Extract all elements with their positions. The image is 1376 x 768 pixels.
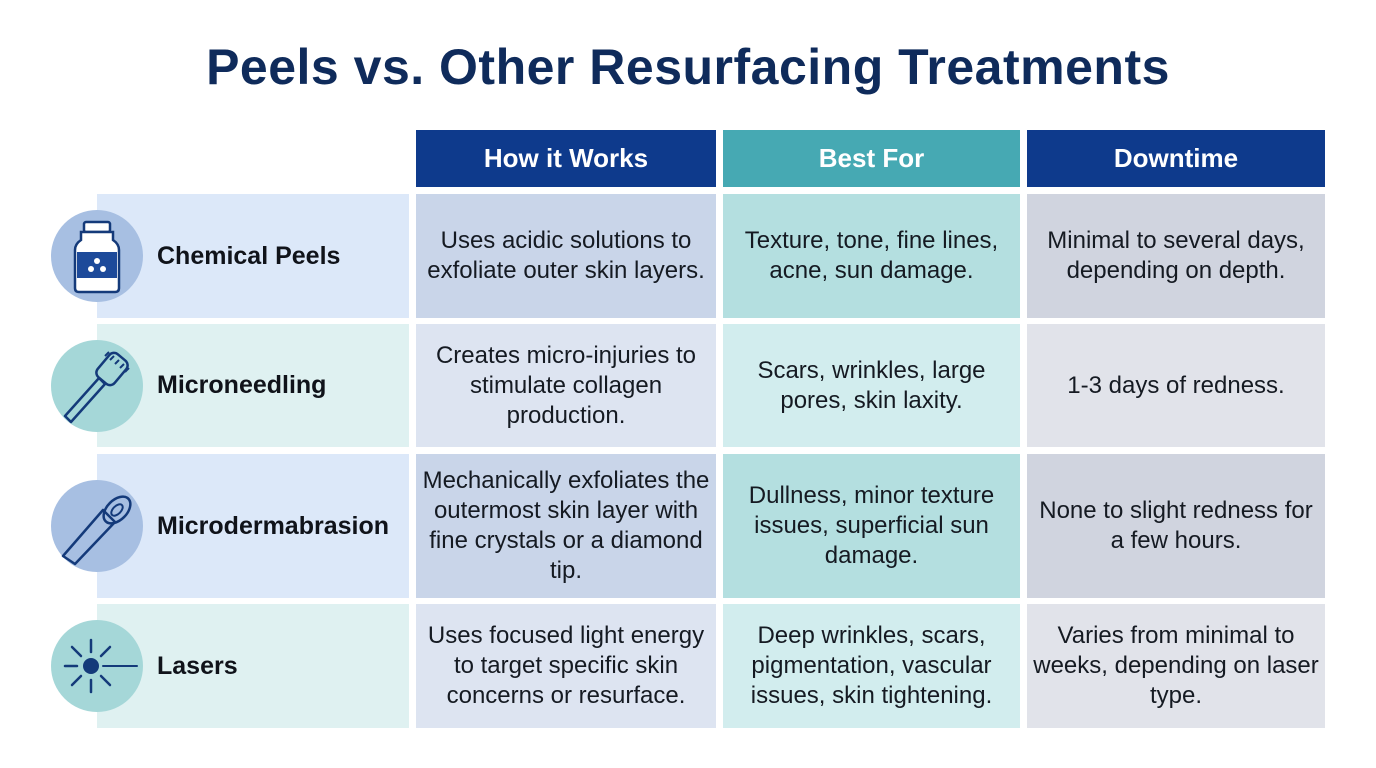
table-cell: Mechanically exfoliates the outermost sk…: [416, 454, 716, 598]
table-cell: Minimal to several days, depending on de…: [1027, 194, 1325, 318]
column-header: How it Works: [416, 130, 716, 187]
table-cell: None to slight redness for a few hours.: [1027, 454, 1325, 598]
row-label: Lasers: [97, 604, 409, 728]
table-cell: Uses acidic solutions to exfoliate outer…: [416, 194, 716, 318]
table-cell: Texture, tone, fine lines, acne, sun dam…: [723, 194, 1020, 318]
row-icon: [51, 480, 143, 572]
table-cell: 1-3 days of redness.: [1027, 324, 1325, 447]
column-header: Downtime: [1027, 130, 1325, 187]
row-label: Chemical Peels: [97, 194, 409, 318]
table-cell: Deep wrinkles, scars, pigmentation, vasc…: [723, 604, 1020, 728]
row-label: Microdermabrasion: [97, 454, 409, 598]
row-icon: [51, 210, 143, 302]
table-cell: Dullness, minor texture issues, superfic…: [723, 454, 1020, 598]
row-icon: [51, 620, 143, 712]
table-cell: Creates micro-injuries to stimulate coll…: [416, 324, 716, 447]
row-label: Microneedling: [97, 324, 409, 447]
table-cell: Uses focused light energy to target spec…: [416, 604, 716, 728]
table-cell: Scars, wrinkles, large pores, skin laxit…: [723, 324, 1020, 447]
page-title: Peels vs. Other Resurfacing Treatments: [206, 39, 1170, 95]
row-icon: [51, 339, 143, 432]
table-cell: Varies from minimal to weeks, depending …: [1027, 604, 1325, 728]
column-header: Best For: [723, 130, 1020, 187]
